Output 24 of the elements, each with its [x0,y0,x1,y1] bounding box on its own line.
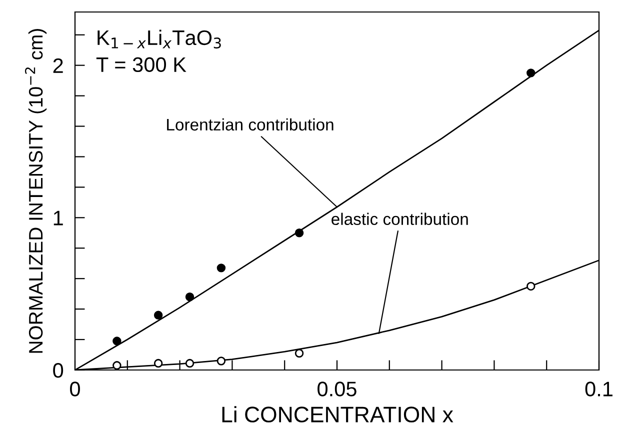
point [185,292,194,302]
y-axis-title: NORMALIZED INTENSITY (10$^{−2}$ cm) [24,29,47,353]
point [216,264,226,272]
point [185,358,194,368]
annotation: Lorentzian contribution [167,118,334,131]
point [216,356,226,366]
annotation: T = 300 K [96,57,186,72]
x-tick-label: 0.1 [585,382,612,396]
x-tick-label: 0 [70,382,80,396]
point [294,348,304,358]
point [112,336,122,346]
y-tick-label: 0 [53,363,64,378]
point [294,228,304,238]
annotation: elastic contribution [332,212,468,226]
x-tick-label: 0.05 [318,382,356,396]
x-axis-title: Li CONCENTRATION x [222,406,454,422]
point [526,68,536,78]
y-tick-label: 1 [54,210,63,226]
annotation: K$_{1−x}$Li$_{x}$TaO$_{3}$ [98,30,221,49]
point [526,282,536,291]
y-tick-label: 2 [53,58,63,73]
point [154,310,163,320]
point [112,361,122,370]
point [154,358,163,368]
